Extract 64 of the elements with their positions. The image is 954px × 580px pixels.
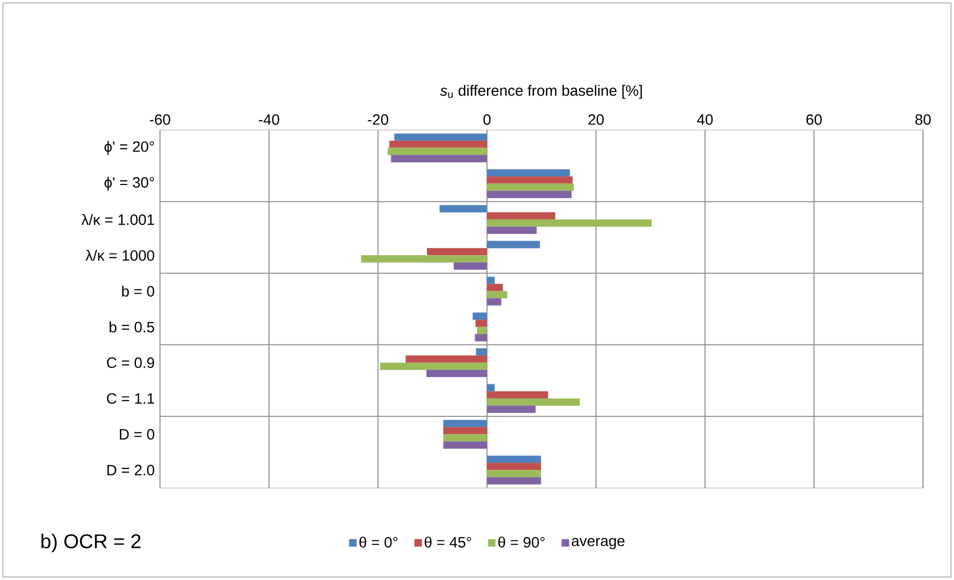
bar: [443, 420, 488, 428]
bar: [486, 406, 536, 413]
bar: [477, 326, 488, 334]
bar: [360, 255, 488, 263]
bar: [443, 426, 488, 434]
y-tick-label: D = 2.0: [107, 464, 154, 476]
bar: [406, 355, 488, 363]
legend-label: average: [572, 538, 624, 550]
bar: [486, 477, 542, 485]
y-tick-label: λ/κ = 1000: [86, 250, 154, 261]
x-tick-label: 40: [697, 114, 713, 125]
y-tick-label: C = 1.1: [106, 393, 154, 404]
bar: [486, 391, 548, 399]
y-tick-label: b = 0: [122, 286, 154, 297]
x-axis-title: s$_{u}$ difference from baseline [%]: [440, 84, 642, 99]
legend-label: θ = 90°: [498, 536, 545, 548]
bar: [454, 262, 488, 270]
bar: [443, 441, 488, 449]
bar: [388, 148, 488, 156]
x-tick-label: -40: [258, 114, 280, 125]
bar: [389, 140, 488, 148]
bar: [486, 226, 537, 234]
bar: [486, 212, 556, 220]
bar: [476, 348, 488, 356]
bar: [486, 290, 508, 298]
y-tick-label: C = 0.9: [106, 357, 154, 368]
bar: [486, 169, 570, 177]
x-tick-label: 60: [806, 114, 822, 125]
bar: [475, 320, 488, 328]
x-tick-label: 20: [588, 114, 604, 125]
bar: [394, 133, 488, 141]
y-tick-label: λ/κ = 1.001: [81, 214, 154, 225]
bar: [486, 470, 542, 478]
y-tick-label: D = 0: [120, 429, 154, 440]
bar: [486, 398, 580, 406]
x-tick-label: -20: [368, 114, 388, 125]
bar: [426, 248, 488, 256]
bar: [486, 284, 503, 292]
x-tick-label: -60: [150, 114, 170, 125]
y-tick-label: b = 0.5: [110, 321, 154, 332]
bar: [474, 334, 488, 342]
x-tick-label: 0: [483, 114, 491, 125]
bar: [390, 154, 488, 162]
bar: [486, 456, 542, 464]
legend-label: θ = 0°: [359, 536, 398, 548]
bar: [380, 362, 488, 370]
x-tick-label: 80: [915, 114, 931, 125]
bar: [486, 276, 495, 284]
bar: [472, 312, 488, 320]
bar: [486, 190, 572, 198]
text: b) OCR = 2: [41, 534, 140, 552]
bar: [426, 370, 488, 378]
bar: [439, 205, 488, 212]
bar: [486, 184, 574, 192]
bar: [486, 462, 542, 470]
y-tick-label: ϕ' = 30°: [104, 176, 154, 191]
legend-label: θ = 45°: [424, 536, 471, 548]
bar: [486, 298, 502, 306]
y-tick-label: ϕ' = 20°: [104, 140, 154, 155]
bar: [486, 384, 495, 392]
bar: [486, 240, 540, 248]
bar: [443, 434, 488, 442]
bar: [486, 176, 573, 184]
bar: [486, 219, 652, 227]
